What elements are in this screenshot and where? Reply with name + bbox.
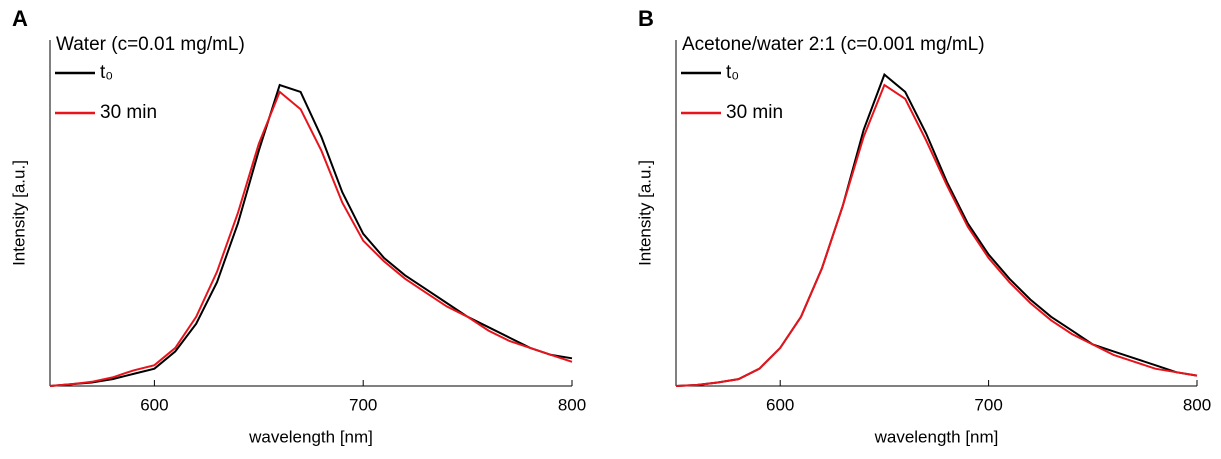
legend-label: 30 min — [100, 102, 157, 123]
data-line — [675, 83, 1198, 387]
x-tick-label: 600 — [140, 395, 168, 414]
panel-label: A — [12, 6, 28, 31]
legend-label: t₀ — [726, 62, 739, 83]
y-axis-label: Intensity [a.u.] — [635, 160, 654, 266]
legend-label: 30 min — [726, 102, 783, 123]
x-tick-label: 600 — [766, 395, 794, 414]
data-line — [49, 90, 573, 387]
x-tick-label: 800 — [558, 395, 586, 414]
chart-title: Acetone/water 2:1 (c=0.001 mg/mL) — [682, 34, 985, 55]
panel-label: B — [638, 6, 654, 31]
chart-title: Water (c=0.01 mg/mL) — [56, 34, 245, 55]
data-line — [49, 83, 573, 387]
x-axis-label: wavelength [nm] — [874, 427, 999, 446]
x-tick-label: 700 — [974, 395, 1002, 414]
legend-label: t₀ — [100, 62, 113, 83]
x-axis-label: wavelength [nm] — [248, 427, 373, 446]
x-tick-label: 800 — [1183, 395, 1211, 414]
x-tick-label: 700 — [349, 395, 377, 414]
y-axis-label: Intensity [a.u.] — [9, 160, 28, 266]
